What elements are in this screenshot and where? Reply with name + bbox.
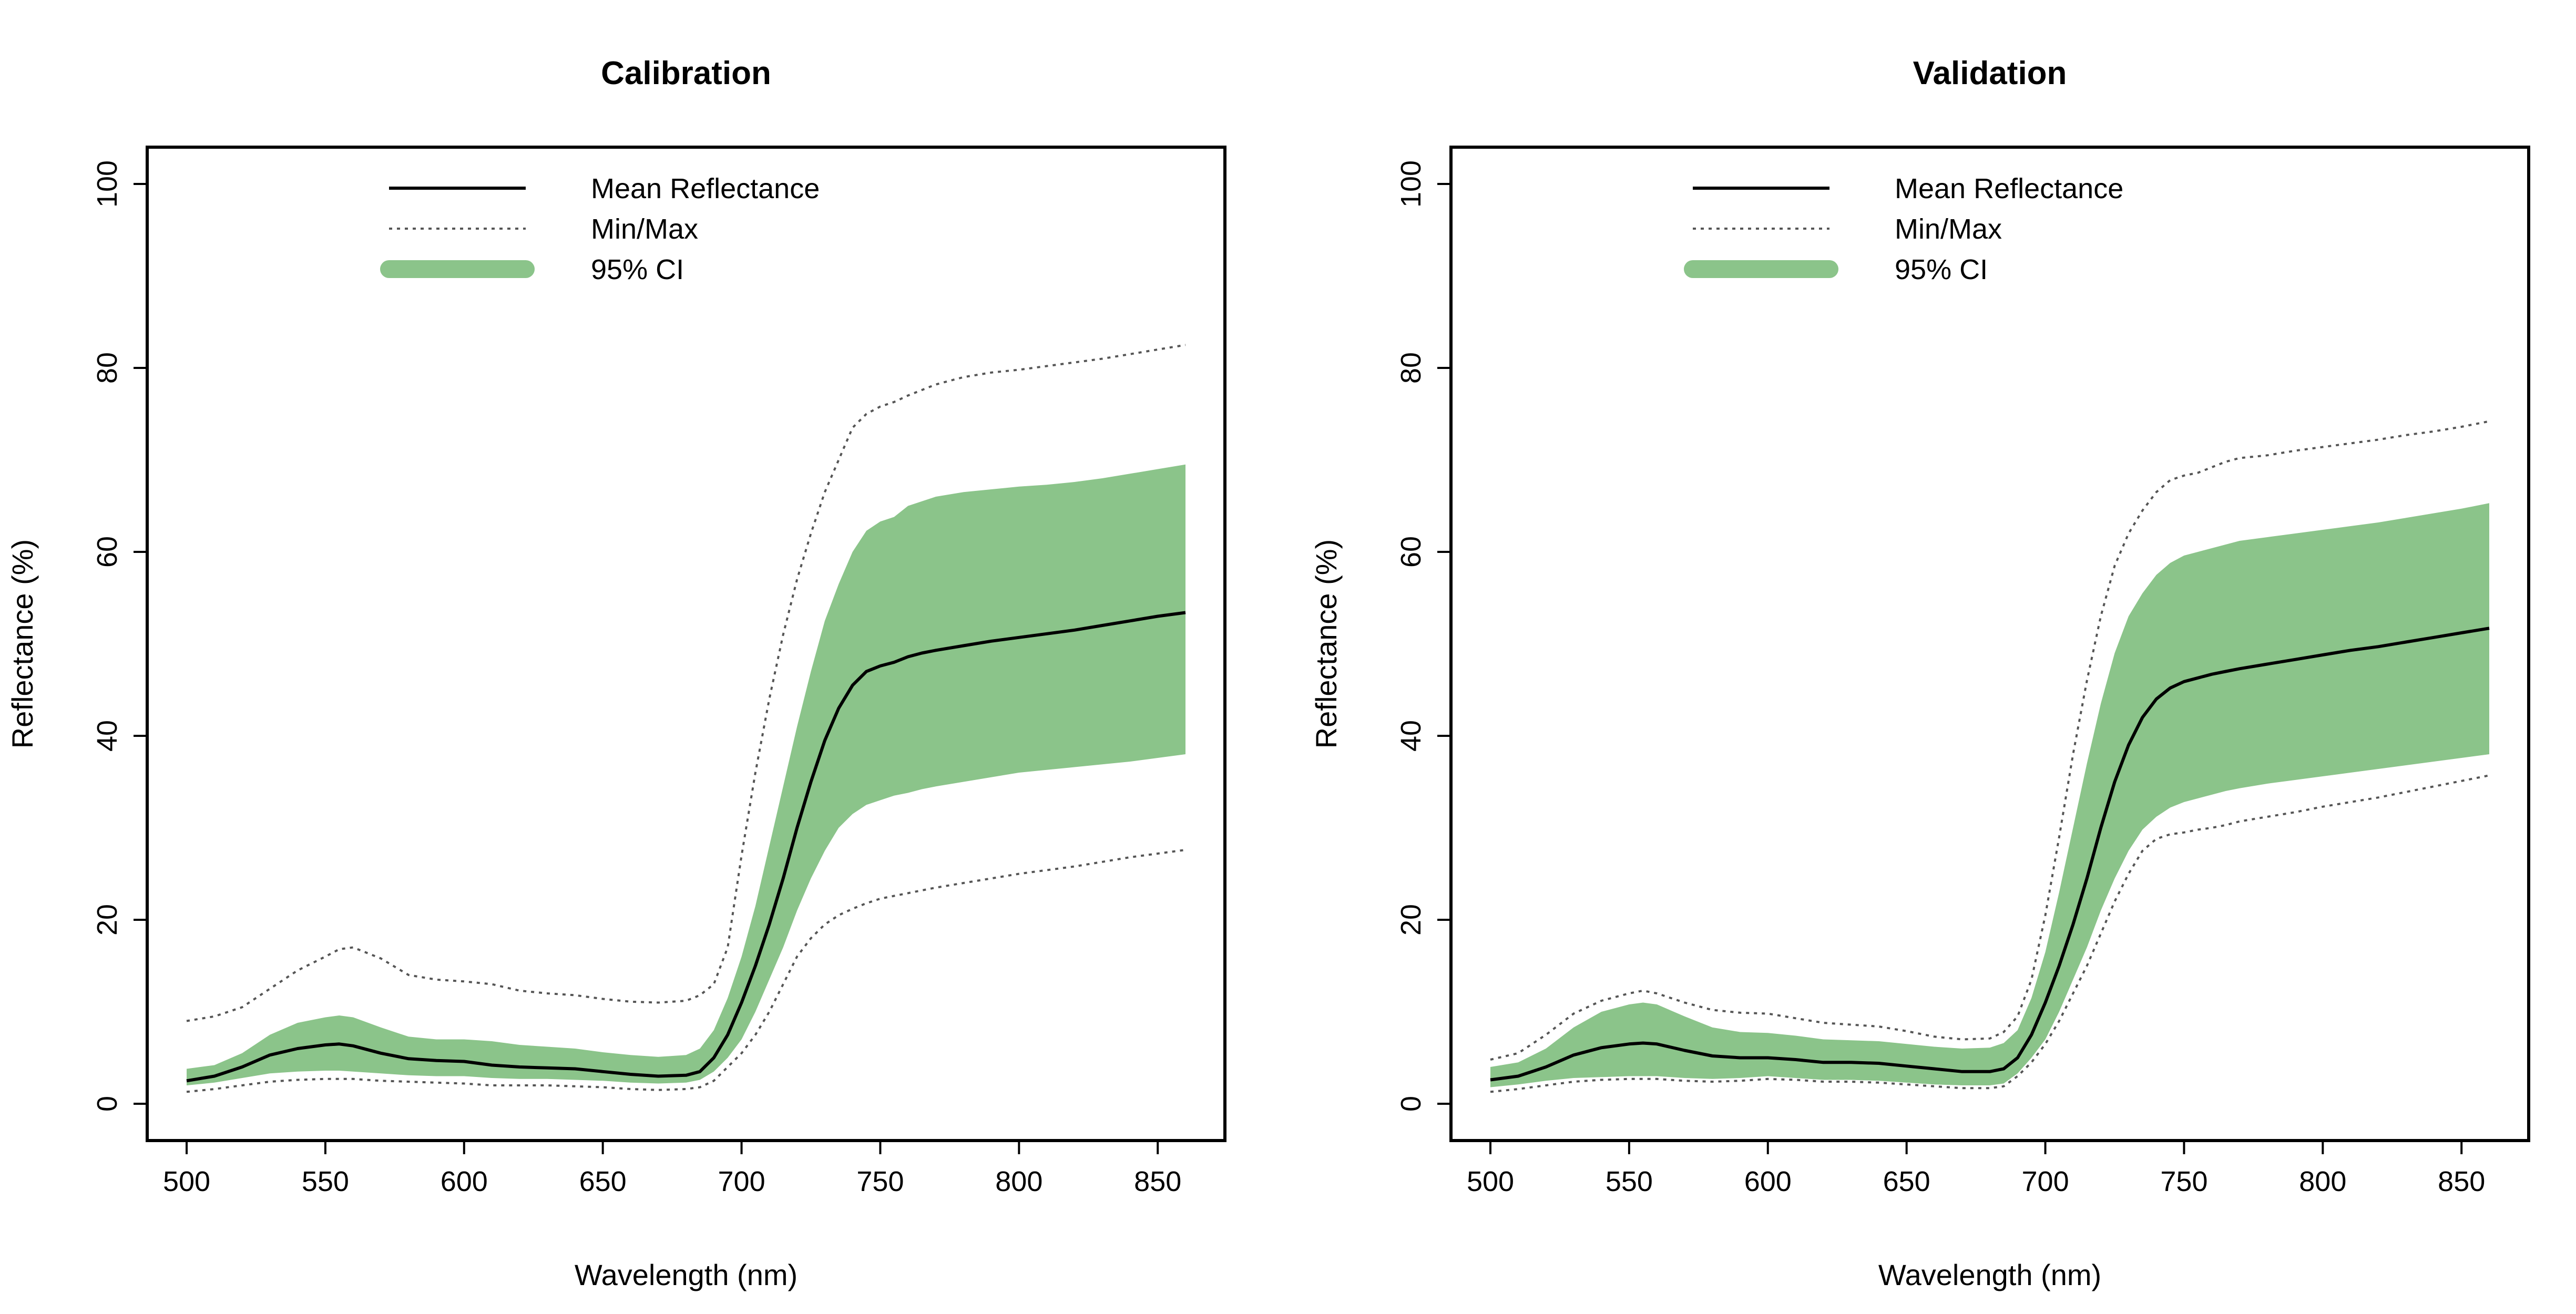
y-tick-label: 100 [1395,160,1427,208]
y-tick-label: 80 [91,352,123,384]
x-tick-label: 600 [441,1166,488,1197]
max-line [1490,420,2490,1061]
x-tick-label: 800 [2299,1166,2346,1197]
x-tick-label: 850 [1134,1166,1181,1197]
plot-area: 500 550 600 650 700 750 800 850 0 20 40 60 80 100 [1395,160,2490,1197]
y-axis-label: Reflectance (%) [6,539,39,748]
legend-label-minmax: Min/Max [591,213,698,245]
x-axis-label: Wavelength (nm) [575,1258,798,1291]
mean-reflectance-line [1490,627,2490,1082]
x-tick-label: 650 [579,1166,627,1197]
x-tick-label: 750 [2160,1166,2207,1197]
min-line [186,849,1186,1093]
x-tick-label: 550 [1606,1166,1653,1197]
validation-panel: Validation Wavelength (nm) Reflectance (… [1310,55,2530,1291]
legend-label-mean: Mean Reflectance [1895,173,2123,204]
legend: Mean Reflectance Min/Max 95% CI [1684,173,2123,285]
plot-frame [146,146,1226,1142]
y-axis-label: Reflectance (%) [1310,539,1343,748]
y-tick-label: 40 [91,720,123,752]
ci-band [187,464,1185,1085]
min-line [1490,774,2490,1093]
legend-label-minmax: Min/Max [1895,213,2002,245]
plot-frame [1449,146,2530,1142]
x-tick-label: 650 [1883,1166,1930,1197]
y-tick-label: 0 [1395,1096,1427,1112]
chart-title: Calibration [601,55,771,91]
legend-label-ci: 95% CI [591,254,684,285]
y-tick-label: 100 [91,160,123,208]
x-tick-label: 700 [2022,1166,2069,1197]
legend: Mean Reflectance Min/Max 95% CI [380,173,820,285]
y-tick-label: 80 [1395,352,1427,384]
x-tick-label: 500 [163,1166,210,1197]
plot-area: 500 550 600 650 700 750 800 850 0 20 40 60 80 100 [91,160,1186,1197]
y-tick-label: 0 [91,1096,123,1112]
x-axis-label: Wavelength (nm) [1878,1258,2101,1291]
legend-label-ci: 95% CI [1895,254,1988,285]
x-tick-label: 750 [856,1166,904,1197]
chart-title: Validation [1913,55,2067,91]
legend-label-mean: Mean Reflectance [591,173,820,204]
mean-reflectance-line [186,611,1186,1083]
ci-band [1490,503,2489,1087]
y-tick-label: 60 [1395,536,1427,568]
x-tick-label: 800 [995,1166,1042,1197]
x-tick-label: 500 [1467,1166,1514,1197]
x-tick-label: 550 [302,1166,349,1197]
y-tick-label: 60 [91,536,123,568]
x-tick-label: 700 [718,1166,765,1197]
x-tick-label: 850 [2438,1166,2485,1197]
y-tick-label: 20 [1395,904,1427,936]
calibration-panel: Calibration Wavelength (nm) Reflectance … [6,55,1226,1291]
x-tick-label: 600 [1744,1166,1792,1197]
y-tick-label: 40 [1395,720,1427,752]
y-tick-label: 20 [91,904,123,936]
